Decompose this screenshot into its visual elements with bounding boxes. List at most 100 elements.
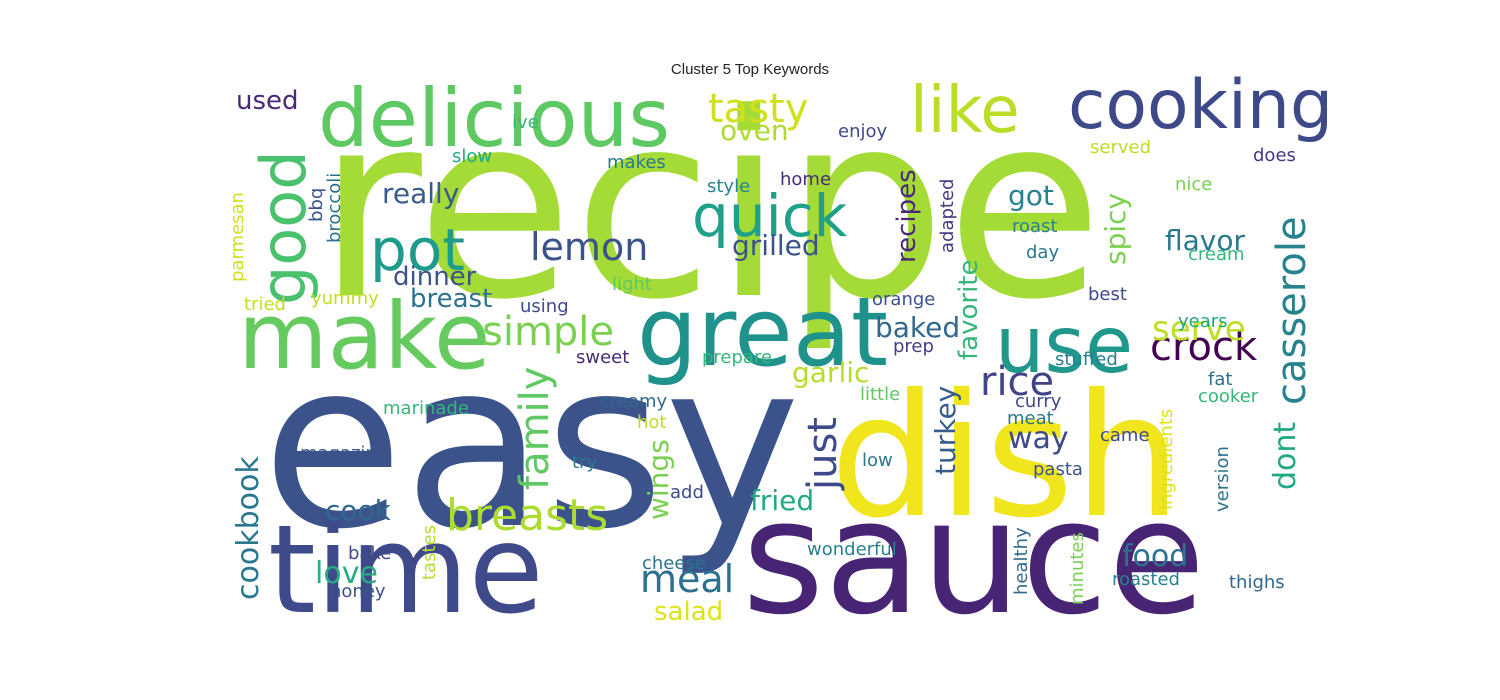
word-dont: dont	[1268, 422, 1303, 490]
word-salad: salad	[654, 597, 723, 627]
word-good: good	[247, 150, 320, 305]
word-bake: bake	[348, 543, 391, 564]
word-does: does	[1253, 145, 1296, 166]
word-healthy: healthy	[1011, 527, 1032, 595]
word-spicy: spicy	[1099, 193, 1132, 265]
word-stuffed: stuffed	[1055, 349, 1118, 370]
word-simple: simple	[482, 309, 614, 355]
word-hot: hot	[637, 412, 666, 433]
word-recipe: recipe	[317, 59, 1103, 356]
word-enjoy: enjoy	[838, 121, 887, 142]
word-roasted: roasted	[1112, 569, 1180, 590]
word-cooking: cooking	[1068, 66, 1333, 145]
word-cheese: cheese	[642, 553, 706, 574]
word-tasty: tasty	[708, 86, 808, 132]
word-recipes: recipes	[892, 169, 922, 263]
word-bbq: bbq	[306, 188, 327, 222]
word-nice: nice	[1175, 174, 1212, 195]
word-roast: roast	[1012, 216, 1057, 237]
word-marinade: marinade	[383, 398, 469, 419]
word-casserole: casserole	[1269, 216, 1315, 405]
word-low: low	[862, 450, 893, 471]
word-makes: makes	[607, 152, 666, 173]
word-orange: orange	[872, 289, 935, 310]
word-cook: cook	[325, 494, 392, 527]
word-flavor: flavor	[1165, 224, 1245, 257]
word-pot: pot	[370, 216, 465, 284]
word-like: like	[910, 74, 1020, 148]
word-fat: fat	[1208, 369, 1232, 390]
word-magazine: magazine	[300, 443, 388, 464]
word-fried: fried	[750, 484, 814, 517]
word-style: style	[707, 176, 750, 197]
word-food: food	[1122, 539, 1188, 574]
word-turkey: turkey	[929, 386, 962, 475]
word-came: came	[1100, 425, 1150, 446]
word-easy: easy	[262, 313, 800, 580]
word-version: version	[1212, 446, 1233, 512]
word-rice: rice	[980, 359, 1054, 405]
word-years: years	[1178, 311, 1228, 332]
word-cookbook: cookbook	[231, 456, 266, 600]
word-delicious: delicious	[318, 72, 670, 165]
word-wonderful: wonderful	[807, 539, 897, 560]
word-creamy: creamy	[600, 391, 668, 412]
word-serve: serve	[1152, 309, 1246, 349]
word-broccoli: broccoli	[324, 173, 345, 243]
word-lemon: lemon	[530, 225, 648, 269]
word-minutes: minutes	[1067, 532, 1088, 605]
word-favorite: favorite	[954, 260, 984, 360]
word-garlic: garlic	[792, 356, 869, 389]
word-pasta: pasta	[1033, 459, 1083, 480]
word-breasts: breasts	[446, 490, 608, 541]
word-thighs: thighs	[1229, 572, 1285, 593]
word-baked: baked	[875, 311, 960, 344]
word-wings: wings	[642, 439, 675, 520]
word-ingredients: ingredients	[1156, 409, 1177, 510]
word-light: light	[612, 274, 652, 295]
word-love: love	[315, 556, 378, 591]
word-best: best	[1088, 284, 1127, 305]
word-really: really	[382, 177, 459, 210]
word-day: day	[1026, 242, 1059, 263]
word-add: add	[670, 482, 704, 503]
word-prep: prep	[893, 336, 934, 357]
word-yummy: yummy	[311, 288, 379, 309]
word-slow: slow	[452, 146, 492, 167]
word-little: little	[860, 384, 900, 405]
word-way: way	[1008, 421, 1069, 456]
word-try: try	[572, 452, 597, 473]
word-sauce: sauce	[742, 466, 1205, 650]
word-dinner: dinner	[393, 262, 477, 292]
word-make: make	[238, 283, 491, 390]
word-tastes: tastes	[419, 525, 440, 580]
word-meat: meat	[1007, 408, 1054, 429]
word-quick: quick	[692, 182, 848, 250]
word-cream: cream	[1188, 244, 1245, 265]
word-prepare: prepare	[702, 347, 772, 368]
word-just: just	[800, 417, 846, 491]
word-curry: curry	[1015, 391, 1062, 412]
word-using: using	[520, 296, 569, 317]
word-great: great	[637, 278, 888, 388]
word-used: used	[236, 86, 299, 116]
word-honey: honey	[330, 581, 386, 602]
word-sweet: sweet	[576, 347, 629, 368]
word-breast: breast	[410, 284, 492, 314]
word-family: family	[512, 367, 558, 490]
word-crock: crock	[1150, 324, 1258, 370]
word-parmesan: parmesan	[227, 192, 248, 282]
word-grilled: grilled	[732, 229, 820, 262]
word-adapted: adapted	[937, 179, 958, 253]
chart-title: Cluster 5 Top Keywords	[670, 61, 830, 78]
word-ive: ive	[512, 112, 539, 133]
word-tried: tried	[244, 294, 286, 315]
word-cooker: cooker	[1198, 386, 1259, 407]
word-oven: oven	[720, 114, 789, 147]
word-use: use	[995, 301, 1133, 391]
word-dish: dish	[830, 358, 1181, 556]
word-time: time	[268, 499, 544, 641]
word-meal: meal	[640, 557, 734, 601]
word-got: got	[1008, 179, 1054, 212]
